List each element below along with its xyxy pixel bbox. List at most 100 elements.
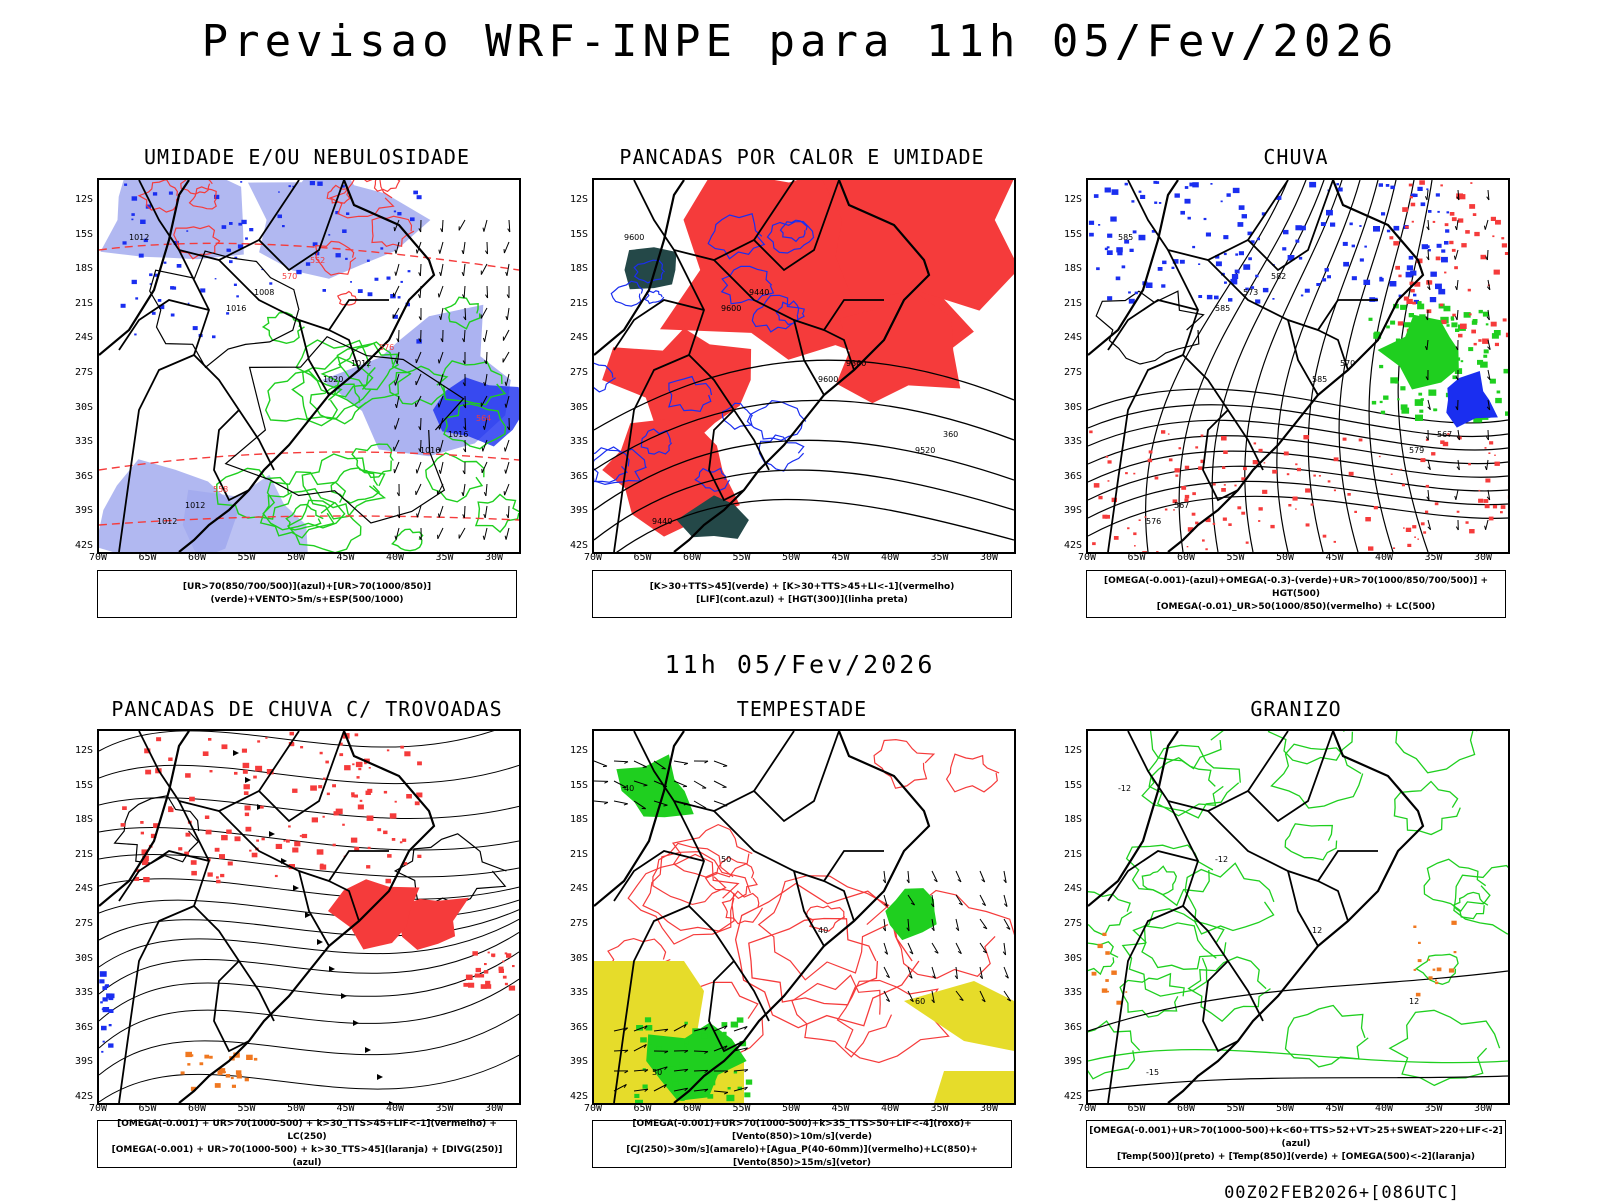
rain-speck: [1495, 343, 1499, 346]
latitude-label: 15S: [1058, 229, 1082, 240]
humidity-speck: [240, 181, 242, 183]
thunderstorm-speck: [415, 801, 420, 805]
latitude-label: 33S: [69, 987, 93, 998]
humidity-speck: [132, 196, 138, 200]
longitude-label: 50W: [281, 1103, 311, 1114]
latitude-label: 21S: [564, 849, 588, 860]
wind-vector: [694, 1070, 708, 1071]
omega-speck: [1282, 247, 1286, 250]
rain-speck: [1156, 551, 1158, 552]
omega-speck: [1154, 202, 1157, 204]
latitude-label: 39S: [69, 505, 93, 516]
rain-speck: [1412, 525, 1416, 528]
rain-speck: [1449, 241, 1453, 244]
wind-vector-head: [395, 426, 396, 430]
latitude-label: 24S: [564, 332, 588, 343]
wind-vector: [484, 220, 487, 232]
rain-speck: [1473, 213, 1477, 216]
rain-speck: [1328, 480, 1331, 482]
latitude-label: 18S: [69, 263, 93, 274]
thunderstorm-speck: [505, 952, 508, 954]
wind-vector-head: [504, 491, 505, 495]
thunderstorm-speck: [395, 801, 397, 803]
thunderstorm-speck: [502, 961, 504, 963]
longitude-label: 70W: [578, 1103, 608, 1114]
wind-vector: [506, 528, 509, 540]
temperature-500-contour: [1088, 1076, 1508, 1091]
map-layers: [99, 731, 519, 1103]
longitude-label: 55W: [1221, 552, 1251, 563]
rain-speck: [1089, 431, 1092, 434]
rain-speck: [1293, 497, 1298, 501]
humidity-speck: [131, 219, 133, 221]
showers-speck: [209, 1056, 213, 1059]
omega-speck: [1379, 277, 1382, 279]
rain-speck: [1228, 523, 1231, 526]
wind-vector: [417, 462, 421, 473]
thunderstorm-speck: [221, 835, 228, 840]
omega-speck: [1162, 261, 1166, 265]
omega-speck: [1092, 972, 1097, 976]
omega-speck: [1206, 233, 1211, 237]
political-border: [1168, 250, 1263, 470]
longitude-label: 50W: [281, 552, 311, 563]
wind-vector-head: [484, 514, 485, 518]
longitude-label: 70W: [83, 552, 113, 563]
jet-stream-area: [904, 981, 1014, 1051]
rain-speck: [1412, 221, 1414, 223]
latitude-label: 27S: [1058, 367, 1082, 378]
rain-speck: [1398, 275, 1401, 278]
omega-speck: [1299, 257, 1302, 260]
thunderstorm-speck: [344, 765, 351, 770]
wind-vector: [507, 308, 509, 320]
wind-vector: [459, 220, 465, 230]
wind-vector-head: [395, 272, 396, 276]
rain-speck: [1485, 447, 1487, 449]
rain-speck: [1259, 449, 1263, 452]
longitude-label: 50W: [776, 1103, 806, 1114]
rain-speck: [1254, 442, 1257, 444]
wind-vector: [484, 528, 487, 540]
rain-speck: [1494, 270, 1500, 275]
omega-speck: [1325, 268, 1329, 272]
latitude-label: 18S: [564, 814, 588, 825]
latitude-label: 30S: [69, 402, 93, 413]
longitude-label: 65W: [133, 552, 163, 563]
rain-speck: [1221, 488, 1226, 492]
omega-strong-speck: [1415, 415, 1423, 421]
thunderstorm-speck: [402, 839, 406, 842]
wind-vector: [441, 264, 443, 276]
longitude-label: 40W: [875, 1103, 905, 1114]
rain-speck: [1393, 241, 1399, 245]
latitude-label: 18S: [69, 814, 93, 825]
low-level-jet-speck: [669, 1067, 677, 1073]
wind-vector: [1485, 220, 1488, 230]
streamline-arrow: [317, 939, 323, 945]
rain-speck: [1402, 207, 1408, 212]
rain-speck: [1494, 455, 1496, 456]
contour-label: 9520: [915, 446, 935, 455]
low-level-jet-speck: [692, 1028, 700, 1034]
streamline: [99, 1014, 519, 1075]
latitude-label: 24S: [564, 883, 588, 894]
rain-speck: [1284, 452, 1289, 456]
omega-speck: [1188, 217, 1191, 220]
omega-speck: [1326, 210, 1333, 216]
rain-speck: [1237, 506, 1241, 509]
temperature-850-contour: [1088, 942, 1118, 974]
longitude-label: 40W: [1369, 552, 1399, 563]
humidity-speck: [131, 213, 134, 216]
temperature-850-contour: [1088, 1050, 1508, 1063]
thunderstorm-speck: [360, 800, 363, 802]
contour-label: 567: [1174, 501, 1189, 510]
latitude-label: 39S: [564, 1056, 588, 1067]
political-border: [219, 811, 389, 881]
omega-speck: [1135, 292, 1138, 295]
low-level-jet-speck: [699, 1073, 702, 1075]
rain-speck: [1253, 460, 1258, 464]
latitude-label: 21S: [69, 849, 93, 860]
low-level-jet-speck: [708, 1080, 715, 1086]
rain-speck: [1365, 517, 1371, 521]
